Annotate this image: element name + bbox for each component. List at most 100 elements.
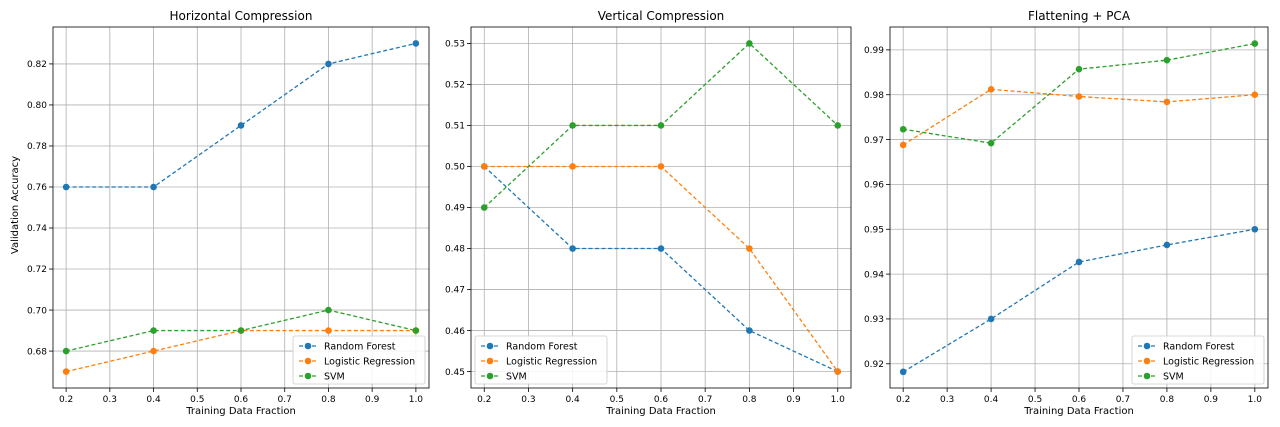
- chart-3-series-random-forest-point-3: [1163, 241, 1171, 249]
- chart-2-xtick-label-5: 0.7: [698, 395, 712, 405]
- chart-1-legend-entry-svm-marker: [304, 372, 312, 380]
- chart-3-series-svm-point-3: [1163, 56, 1171, 64]
- chart-panel-3: 0.2 0.3 0.4 0.5 0.6 0.7 0.8 0.9 1.0 0.92 0.93 0.94 0…: [864, 9, 1269, 417]
- chart-3-series-random-forest-point-4: [1251, 225, 1259, 233]
- chart-3-xtick-label-2: 0.4: [984, 395, 999, 405]
- chart-3-series-logistic-regression-point-1: [987, 86, 995, 93]
- chart-1-series-logistic-regression-line: [65, 329, 416, 373]
- chart-3-frame: [889, 26, 1269, 389]
- chart-1-legend-entry-random-forest-label: Random Forest: [324, 341, 396, 352]
- chart-2-legend-box: [474, 335, 608, 385]
- chart-2-ytick-label-2: 0.47: [445, 286, 465, 296]
- chart-1-ytick-label-6: 0.80: [27, 101, 47, 111]
- chart-3-series-logistic-regression-point-3: [1163, 98, 1171, 106]
- chart-2-ytick-label-4: 0.49: [445, 204, 465, 214]
- chart-3-legend-entry-random-forest-marker: [1143, 342, 1151, 350]
- chart-3-legend-entry-random-forest-label: Random Forest: [1163, 341, 1235, 352]
- chart-2-series-svm-point-1: [569, 122, 576, 129]
- chart-1-legend-entry-logistic-regression-marker: [304, 357, 312, 365]
- chart-1-series-svm-point-3: [325, 306, 332, 314]
- chart-1-xtick-label-0: 0.2: [59, 395, 73, 405]
- chart-2-title: Vertical Compression: [598, 9, 725, 23]
- chart-3-xtick-label-6: 0.8: [1160, 395, 1175, 405]
- chart-3-series-random-forest-line: [902, 228, 1255, 373]
- chart-2-series-random-forest-point-1: [569, 245, 576, 252]
- chart-2-xtick-label-2: 0.4: [565, 395, 580, 405]
- chart-2-xtick-label-1: 0.3: [521, 395, 535, 405]
- chart-3-ytick-label-6: 0.98: [864, 91, 884, 101]
- chart-2-legend-entry-random-forest-marker: [486, 342, 494, 350]
- chart-2-series-svm-point-0: [480, 204, 488, 211]
- chart-2-series-logistic-regression-point-3: [746, 245, 753, 252]
- chart-1-ytick-label-1: 0.70: [27, 306, 47, 316]
- chart-3-series-random-forest-point-1: [987, 315, 995, 323]
- chart-2-xtick-label-8: 1.0: [831, 395, 846, 405]
- chart-1-series-svm-point-4: [412, 327, 420, 334]
- chart-2-series-random-forest-point-2: [657, 245, 665, 252]
- chart-2-series-svm-point-2: [657, 122, 665, 129]
- chart-2-series-svm-point-4: [834, 122, 842, 129]
- chart-3-series-random-forest-point-0: [899, 368, 907, 376]
- chart-3-legend-box: [1131, 335, 1265, 385]
- chart-1-xtick-label-3: 0.5: [190, 395, 204, 405]
- chart-2-xtick-label-7: 0.9: [786, 395, 801, 405]
- chart-1-ytick-label-4: 0.76: [27, 183, 47, 193]
- chart-2-legend-entry-logistic-regression-marker: [486, 357, 494, 365]
- chart-2-series-logistic-regression-point-0: [480, 163, 488, 170]
- chart-2-legend-entry-svm-label: SVM: [506, 371, 527, 382]
- chart-1-xlabel: Training Data Fraction: [185, 406, 296, 417]
- chart-1-ytick-label-7: 0.82: [27, 60, 47, 70]
- chart-2-legend-entry-svm-marker: [486, 372, 494, 380]
- chart-3-ytick-label-0: 0.92: [864, 360, 884, 370]
- chart-3-legend-entry-svm-marker: [1143, 372, 1151, 380]
- chart-1-series-logistic-regression-point-0: [62, 368, 70, 375]
- chart-3-legend: Random Forest Logistic Regression SVM: [1131, 335, 1265, 385]
- chart-2-series-logistic-regression-point-2: [657, 163, 665, 170]
- chart-1-xtick-label-7: 0.9: [365, 395, 380, 405]
- chart-2-xtick-label-6: 0.8: [742, 395, 757, 405]
- chart-3-series-logistic-regression-point-2: [1075, 93, 1083, 100]
- chart-1-ytick-label-3: 0.74: [27, 224, 47, 234]
- chart-2-ytick-label-7: 0.52: [445, 81, 465, 91]
- chart-1-legend: Random Forest Logistic Regression SVM: [292, 335, 426, 385]
- chart-1-xtick-label-4: 0.6: [234, 395, 249, 405]
- chart-3-series-svm-point-0: [899, 125, 907, 133]
- chart-panel-2: 0.2 0.3 0.4 0.5 0.6 0.7 0.8 0.9 1.0 0.45 0.46 0.47 0…: [445, 9, 852, 417]
- chart-2-frame: [470, 26, 852, 389]
- chart-1-series-logistic-regression-point-1: [150, 347, 157, 355]
- chart-2-series-logistic-regression-point-4: [834, 368, 842, 375]
- chart-1-xtick-label-2: 0.4: [146, 395, 161, 405]
- chart-3-xtick-label-7: 0.9: [1204, 395, 1219, 405]
- chart-1-xtick-label-5: 0.7: [278, 395, 292, 405]
- chart-3-series-svm-point-4: [1251, 40, 1259, 47]
- chart-2-legend-entry-random-forest-label: Random Forest: [506, 341, 578, 352]
- chart-1-xtick-label-8: 1.0: [409, 395, 424, 405]
- chart-1-series-svm-point-1: [150, 327, 157, 334]
- chart-3-legend-entry-logistic-regression-label: Logistic Regression: [1163, 356, 1254, 367]
- chart-1-title: Horizontal Compression: [170, 9, 313, 23]
- chart-3-xtick-label-4: 0.6: [1072, 395, 1087, 405]
- chart-2-xtick-label-4: 0.6: [654, 395, 669, 405]
- chart-2-legend-entry-logistic-regression-label: Logistic Regression: [506, 356, 597, 367]
- chart-3-ytick-label-7: 0.99: [864, 46, 884, 56]
- chart-1-ytick-label-5: 0.78: [27, 142, 47, 152]
- chart-1-frame: [52, 26, 430, 389]
- chart-3-ytick-label-5: 0.97: [864, 136, 884, 146]
- chart-1-legend-entry-logistic-regression-label: Logistic Regression: [324, 356, 415, 367]
- chart-1-series-random-forest-point-4: [412, 40, 420, 47]
- chart-1-xtick-label-1: 0.3: [103, 395, 117, 405]
- chart-1-series-logistic-regression-point-3: [325, 327, 332, 334]
- chart-3-xtick-label-3: 0.5: [1028, 395, 1042, 405]
- chart-2-ytick-label-0: 0.45: [445, 368, 465, 378]
- chart-1-legend-box: [292, 335, 426, 385]
- chart-1-series-random-forest-point-2: [237, 122, 245, 129]
- chart-3-xtick-label-1: 0.3: [940, 395, 954, 405]
- chart-3-series-logistic-regression-point-0: [899, 141, 907, 149]
- chart-3-series-random-forest-point-2: [1075, 258, 1083, 266]
- chart-3-ytick-label-3: 0.95: [864, 225, 884, 235]
- chart-1-ytick-label-0: 0.68: [27, 347, 47, 357]
- chart-3-ytick-label-1: 0.93: [864, 315, 884, 325]
- chart-2-ytick-label-8: 0.53: [445, 40, 465, 50]
- chart-1-series-random-forest-point-1: [150, 183, 157, 191]
